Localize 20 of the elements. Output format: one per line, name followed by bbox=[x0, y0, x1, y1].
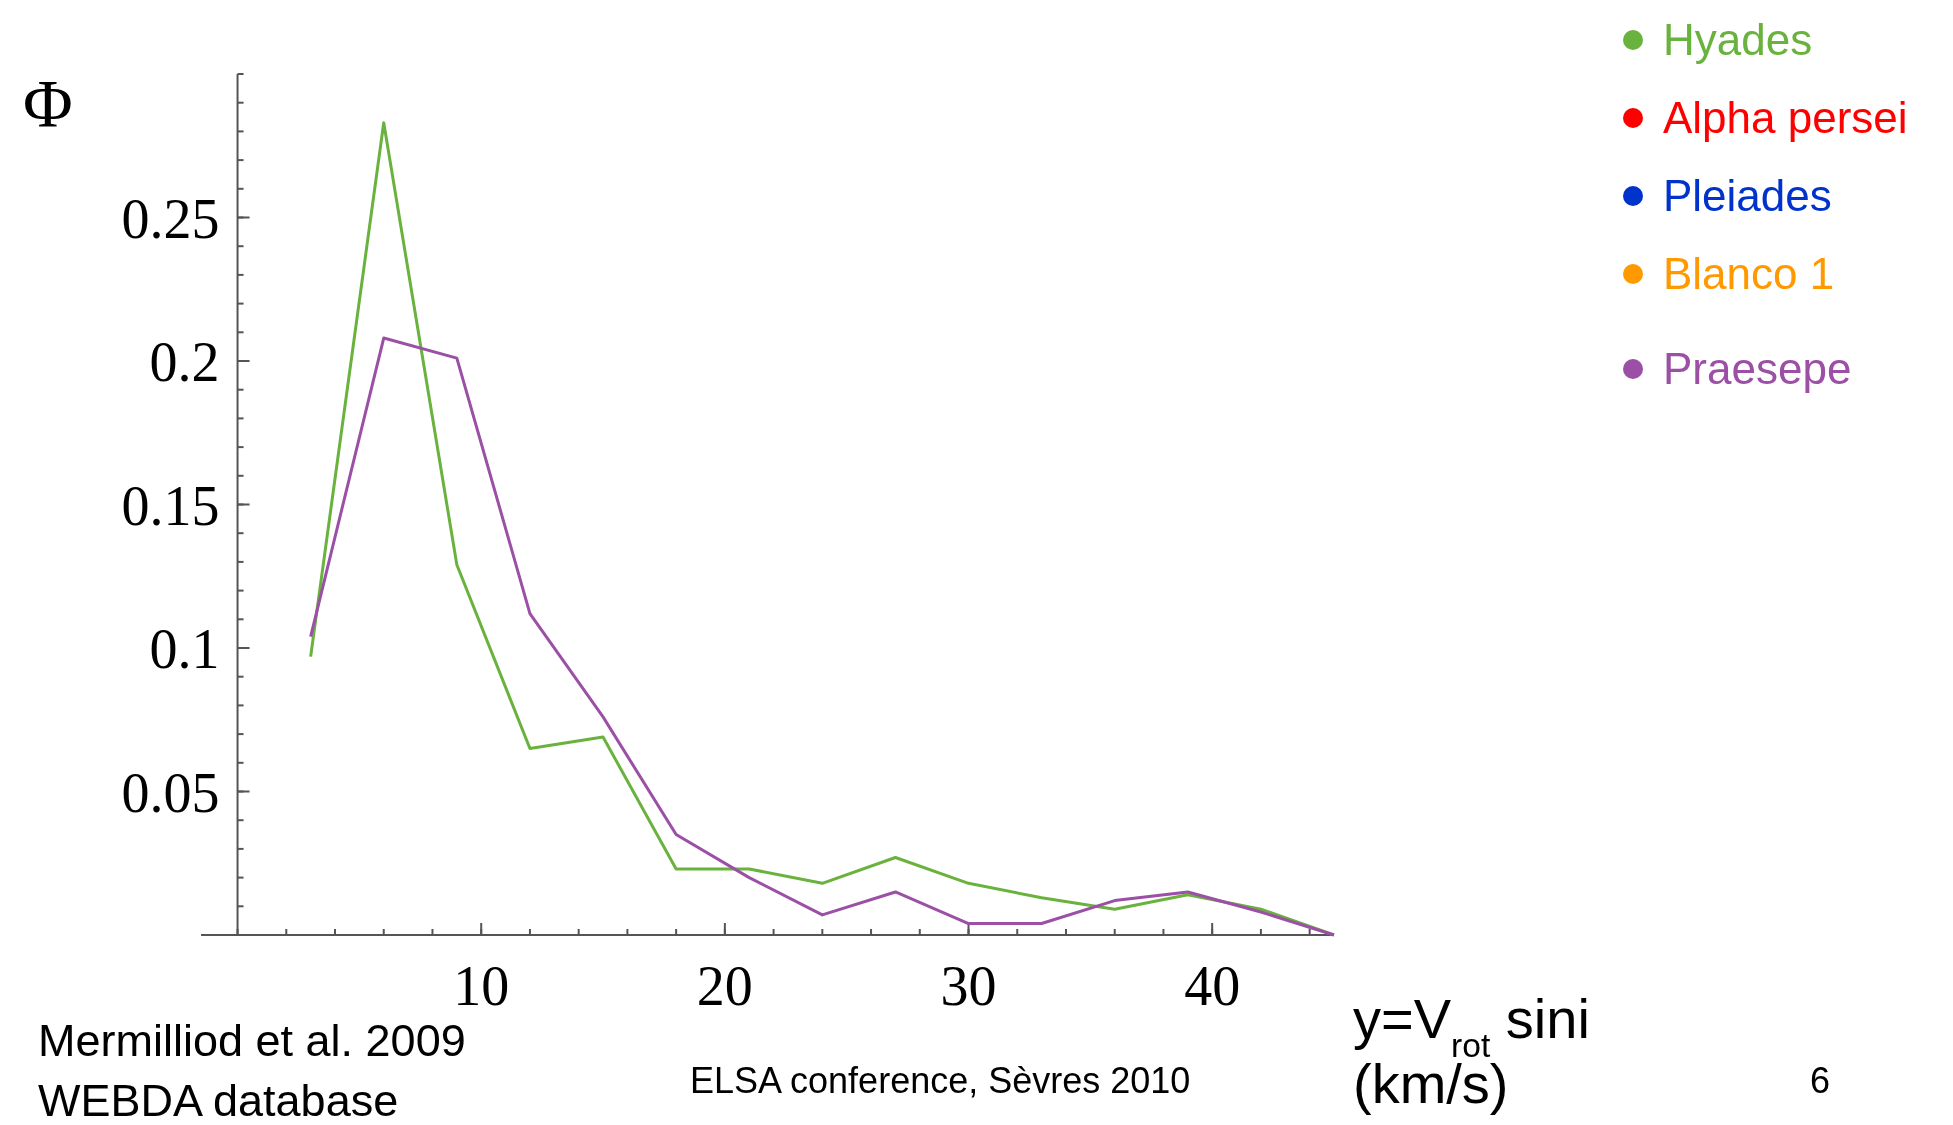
x-axis-title: y=V$_{rot}$ sini (km/s) bbox=[1353, 987, 1590, 1115]
y-tick-label: 0.2 bbox=[149, 331, 220, 393]
y-tick-label: 0.1 bbox=[149, 618, 220, 680]
legend-label: Hyades bbox=[1663, 15, 1813, 64]
legend-label: Praesepe bbox=[1663, 344, 1852, 393]
text: ELSA conference, Sèvres 2010 bbox=[690, 1060, 1191, 1101]
legend-label: Pleiades bbox=[1663, 171, 1832, 220]
text: Mermilliod et al. 2009 WEBDA database bbox=[38, 1015, 466, 1125]
x-tick-label: 10 bbox=[453, 955, 510, 1017]
x-tick-label: 30 bbox=[940, 955, 997, 1017]
legend-label: Alpha persei bbox=[1663, 93, 1908, 142]
text: 6 bbox=[1810, 1060, 1831, 1101]
x-tick-label: 40 bbox=[1184, 955, 1241, 1017]
legend-label: Blanco 1 bbox=[1663, 249, 1835, 298]
y-tick-label: 0.05 bbox=[121, 761, 220, 824]
line-series bbox=[309, 336, 1336, 937]
x-tick-label: 20 bbox=[696, 955, 753, 1017]
y-tick-label: 0.15 bbox=[121, 474, 220, 537]
y-tick-label: 0.25 bbox=[121, 187, 220, 250]
y-axis-title: Φ bbox=[23, 65, 73, 141]
